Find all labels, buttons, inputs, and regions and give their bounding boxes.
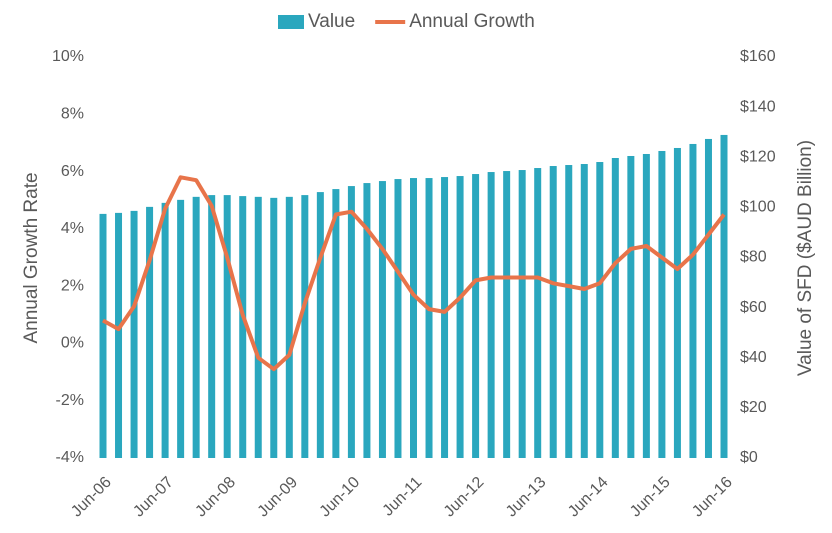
bar [161,202,169,458]
y-tick-label: 0% [61,335,84,352]
bar [425,178,433,458]
bar [642,153,650,458]
x-tick-label: Jun-12 [441,474,488,521]
bar [363,183,371,458]
y2-tick-label: $80 [740,249,767,266]
bar [627,155,635,458]
bar [503,171,511,459]
bar [441,177,449,458]
bar [611,158,619,458]
x-tick-label: Jun-16 [689,474,736,521]
bar [658,150,666,458]
y2-axis-title: Value of SFD ($AUD Billion) [795,140,816,376]
x-tick-label: Jun-09 [254,474,301,521]
bar [254,196,262,458]
bar [192,196,200,458]
bar [115,212,123,458]
bar [565,165,573,458]
x-tick-label: Jun-06 [68,474,115,521]
bar [580,164,588,458]
line [102,175,726,372]
x-tick-label: Jun-14 [565,474,612,521]
bar [239,196,247,459]
bar [673,147,681,458]
y-tick-label: -2% [56,392,84,409]
y-tick-label: -4% [56,449,84,466]
legend-label: Annual Growth [409,11,535,32]
x-tick-label: Jun-10 [317,474,364,521]
bar [332,189,340,458]
bar [347,186,355,458]
bar [301,195,309,459]
bar [316,192,324,459]
y2-tick-label: $20 [740,399,767,416]
y2-tick-label: $160 [740,48,776,65]
bar [285,196,293,458]
x-tick-label: Jun-07 [130,474,177,521]
y-tick-label: 4% [61,220,84,237]
bar [177,199,185,458]
bar [410,178,417,458]
bar [534,168,542,459]
bar [472,174,480,458]
y2-tick-label: $100 [740,199,776,216]
bar [518,170,526,459]
x-tick-label: Jun-11 [380,474,426,520]
y2-tick-label: $40 [740,349,767,366]
bar [596,162,604,458]
bar [456,176,464,458]
y-tick-label: 2% [61,277,84,294]
bar [270,197,278,458]
bar [208,195,216,459]
y2-tick-label: $140 [740,98,776,115]
bar [130,210,138,458]
bar [487,172,495,459]
bar [223,195,231,459]
bar [704,138,712,458]
x-tick-label: Jun-15 [627,474,674,521]
y2-tick-label: $0 [740,449,758,466]
legend-label: Value [308,11,355,32]
bar [99,213,107,458]
bar [689,143,697,459]
y2-tick-label: $60 [740,299,767,316]
legend-swatch [278,15,304,29]
y-tick-label: 10% [52,48,84,65]
bar [720,134,728,458]
bar [394,179,402,458]
y-tick-label: 8% [61,106,84,123]
bar [378,181,386,458]
x-tick-label: Jun-08 [192,474,239,521]
bar [146,206,154,458]
x-tick-label: Jun-13 [503,474,550,521]
y2-tick-label: $120 [740,148,776,165]
y-axis-title: Annual Growth Rate [21,172,42,343]
y-tick-label: 6% [61,163,84,180]
bar [549,166,557,458]
